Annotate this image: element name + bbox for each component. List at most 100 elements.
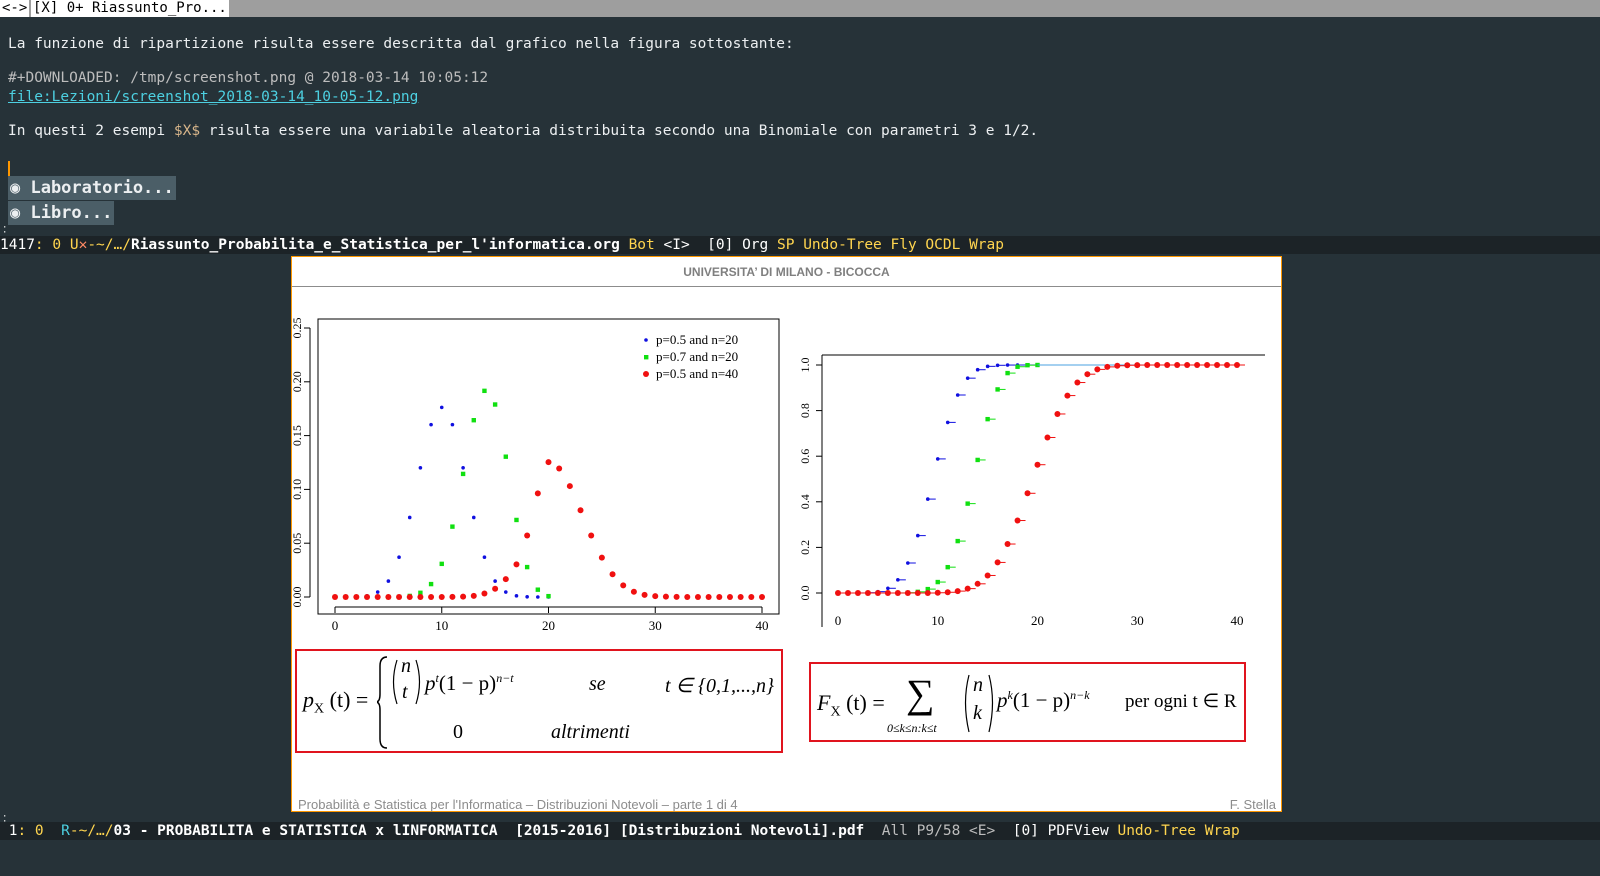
cdf-point-p07-n20 <box>975 457 980 463</box>
tab-nav-button[interactable]: <-> <box>0 0 30 17</box>
cdf-point-p05-n40 <box>904 590 911 596</box>
heading-libro[interactable]: ◉ Libro... <box>8 201 115 225</box>
pmf-point-p05-n20 <box>450 422 455 427</box>
cdf-binom-parens-icon <box>964 674 994 733</box>
cdf-point-p05-n40 <box>1134 362 1141 369</box>
pmf-term-p: p <box>425 671 436 695</box>
pmf-point-p05-n20 <box>493 579 497 583</box>
cdf-point-p05-n40 <box>835 590 841 596</box>
cdf-point-p05-n40 <box>914 590 921 596</box>
cdf-point-p05-n40 <box>1234 362 1240 368</box>
pmf-binom-bot: t <box>402 681 408 703</box>
image-file-link[interactable]: file:Lezioni/screenshot_2018-03-14_10-05… <box>8 89 419 105</box>
cdf-point-p05-n40 <box>1194 362 1201 368</box>
pmf-lhs: pX (t) = <box>303 687 368 717</box>
cdf-point-p05-n40 <box>994 559 1001 566</box>
pmf-point-p05-n40 <box>534 490 541 497</box>
cdf-lhs-sub: X <box>830 704 841 720</box>
pmf-point-p05-n40 <box>502 576 509 583</box>
cdf-chart: 0 10 20 30 40 0.0 0.2 0.4 0.6 0.8 1.0 <box>798 354 1265 628</box>
cdf-point-p05-n40 <box>1084 371 1091 378</box>
pmf-point-p05-n20 <box>439 405 444 410</box>
cdf-point-p05-n40 <box>984 572 991 579</box>
cdf-lhs-arg: (t) = <box>846 690 885 715</box>
pmf-point-p05-n20 <box>471 515 476 520</box>
cdf-y-tick-label: 0.8 <box>798 403 812 418</box>
pmf-point-p05-n40 <box>588 532 595 539</box>
pmf-point-p05-n40 <box>673 593 680 600</box>
pmf-y-tick-label: 0.20 <box>292 371 304 392</box>
pmf-point-p05-n40 <box>396 594 403 600</box>
pmf-point-p05-n40 <box>737 594 744 600</box>
pmf-y-tick-label: 0.25 <box>292 318 304 339</box>
heading-laboratorio[interactable]: ◉ Laboratorio... <box>8 176 176 200</box>
pmf-point-p07-n20 <box>503 454 508 459</box>
pmf-point-p05-n40 <box>556 465 563 472</box>
pmf-point-p07-n20 <box>514 517 519 523</box>
cdf-point-p05-n20 <box>985 364 990 369</box>
buffer-text-line: In questi 2 esempi $X$ risulta essere un… <box>8 121 1038 141</box>
cdf-sum-sub: 0≤k≤n:k≤t <box>887 721 937 735</box>
column-number: : 0 <box>34 237 70 253</box>
pmf-cond-altrimenti: altrimenti <box>551 721 630 743</box>
minor-modes: Undo-Tree Wrap <box>1117 823 1240 839</box>
pmf-point-p07-n20 <box>460 471 466 477</box>
pmf-point-p07-n20 <box>535 587 541 592</box>
cdf-point-p05-n40 <box>1024 490 1031 497</box>
pmf-point-p05-n20 <box>461 465 465 470</box>
cdf-point-p05-n40 <box>944 589 951 596</box>
pmf-point-p05-n40 <box>716 594 723 600</box>
cdf-point-p05-n40 <box>1224 362 1231 368</box>
pmf-point-p05-n40 <box>460 593 467 600</box>
cdf-point-p05-n40 <box>884 590 891 596</box>
pmf-x-tick-label: 30 <box>649 618 662 633</box>
pmf-point-p05-n20 <box>375 590 380 594</box>
pmf-point-p05-n40 <box>470 592 477 599</box>
pdf-header-rule <box>292 286 1281 287</box>
pmf-x-tick-label: 20 <box>542 618 555 633</box>
pmf-point-p05-n20 <box>482 555 487 559</box>
cdf-point-p07-n20 <box>1015 364 1020 369</box>
cdf-y-tick-label: 0.6 <box>798 449 812 464</box>
cdf-y-tick-label: 0.2 <box>798 540 812 555</box>
legend-label: p=0.5 and n=40 <box>656 366 738 381</box>
cdf-point-p05-n20 <box>945 420 950 425</box>
pmf-point-p05-n40 <box>406 594 413 600</box>
pmf-term-sup: t <box>435 671 439 685</box>
file-name: 03 - PROBABILITA e STATISTICA x lINFORMA… <box>113 823 865 839</box>
pmf-formula-box: pX (t) = n t pt(1 − p)n−t se t ∈ {0,1,..… <box>295 649 783 753</box>
pmf-cond-se: se <box>589 673 606 695</box>
pmf-point-p05-n40 <box>332 594 338 600</box>
cdf-point-p05-n40 <box>1214 362 1221 368</box>
pmf-y-tick-label: 0.15 <box>292 425 304 446</box>
pmf-point-p05-n40 <box>545 459 552 466</box>
cdf-point-p05-n40 <box>854 590 861 596</box>
pmf-x-tick-label: 0 <box>332 618 339 633</box>
pmf-point-p05-n40 <box>609 571 616 578</box>
line-number: 1417 <box>0 237 35 253</box>
tab-riassunto[interactable]: [X] 0+ Riassunto_Pro... <box>31 0 229 17</box>
minor-modes: SP Undo-Tree Fly OCDL Wrap <box>777 237 1004 253</box>
pmf-point-p07-n20 <box>439 561 444 567</box>
cdf-y-tick-label: 1.0 <box>798 358 812 373</box>
pmf-point-p05-n20 <box>397 555 401 559</box>
cdf-point-p05-n40 <box>1154 362 1161 368</box>
pmf-zero: 0 <box>453 721 463 743</box>
legend-label: p=0.5 and n=20 <box>656 332 738 347</box>
text-cursor <box>8 161 10 179</box>
pmf-point-p05-n40 <box>417 594 424 600</box>
pmf-point-p05-n40 <box>524 532 531 539</box>
pmf-term: pt(1 − p)n−t <box>425 671 514 696</box>
cdf-point-p05-n20 <box>965 376 970 380</box>
pmf-y-tick-label: 0.05 <box>292 533 304 554</box>
cdf-point-p05-n40 <box>1014 517 1021 524</box>
footer-course: Probabilità e Statistica per l'Informati… <box>298 797 738 812</box>
cdf-x-tick-label: 20 <box>1031 613 1044 628</box>
pdf-page[interactable]: UNIVERSITA’ DI MILANO - BICOCCA 0 10 20 30 4… <box>291 256 1282 812</box>
cdf-point-p05-n40 <box>974 580 981 587</box>
pmf-point-p07-n20 <box>418 590 423 596</box>
pmf-point-p05-n20 <box>418 465 423 470</box>
cdf-binom-top: n <box>973 674 983 696</box>
legend-marker <box>644 355 649 360</box>
pmf-point-p07-n20 <box>428 581 434 587</box>
